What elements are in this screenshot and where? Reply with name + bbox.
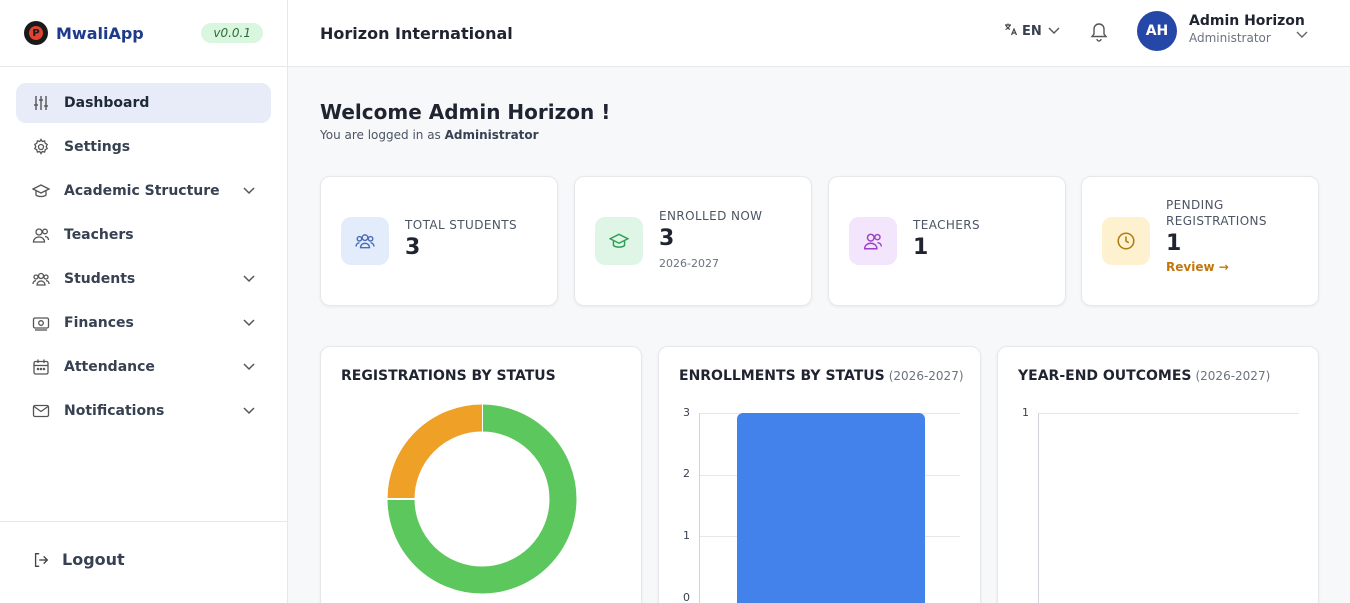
y-tick-label: 1 (1022, 406, 1029, 419)
chevron-down-icon (243, 315, 255, 331)
chevron-down-icon (243, 271, 255, 287)
users-icon (849, 217, 897, 265)
stat-value: 1 (1166, 231, 1182, 256)
user-menu[interactable]: Admin Horizon Administrator (1189, 13, 1305, 45)
login-status: You are logged in as Administrator (320, 128, 539, 142)
page-title: Welcome Admin Horizon ! (320, 100, 611, 124)
sidebar-item-label: Attendance (64, 359, 155, 375)
chevron-down-icon[interactable] (1296, 24, 1308, 43)
chevron-down-icon (243, 403, 255, 419)
enrollment-bar (737, 413, 925, 603)
registrations-donut-chart (387, 404, 577, 594)
stat-value: 3 (659, 226, 675, 251)
sidebar-item-label: Teachers (64, 227, 134, 243)
stat-label: TOTAL STUDENTS (405, 218, 517, 232)
money-icon (32, 314, 50, 332)
gridline (1038, 413, 1299, 414)
stat-label-line2: REGISTRATIONS (1166, 214, 1267, 228)
stat-card-total-students: TOTAL STUDENTS 3 (320, 176, 558, 306)
sidebar-item-label: Students (64, 271, 136, 287)
sidebar-item-notifications[interactable]: Notifications (16, 391, 271, 431)
logout-button[interactable]: Logout (32, 550, 125, 569)
y-tick-label: 3 (683, 406, 690, 419)
graduation-cap-icon (595, 217, 643, 265)
bell-icon[interactable] (1090, 22, 1108, 46)
card-title-text: YEAR-END OUTCOMES (1018, 368, 1192, 384)
sidebar-item-settings[interactable]: Settings (16, 127, 271, 167)
stat-label: ENROLLED NOW (659, 209, 763, 223)
gear-icon (32, 138, 50, 156)
stat-card-pending-registrations: PENDING REGISTRATIONS 1 Review → (1081, 176, 1319, 306)
sliders-icon (32, 94, 50, 112)
app-logo-icon: P (24, 21, 48, 45)
language-code: EN (1022, 23, 1042, 39)
y-tick-label: 0 (683, 591, 690, 603)
card-title-year: (2026-2027) (1195, 369, 1271, 383)
mail-icon (32, 402, 50, 420)
clock-icon (1102, 217, 1150, 265)
app-name[interactable]: MwaliApp (56, 23, 144, 43)
graduation-cap-icon (32, 182, 50, 200)
sidebar-item-label: Dashboard (64, 95, 150, 111)
donut-slice-1[interactable] (387, 404, 483, 500)
y-tick-label: 2 (683, 467, 690, 480)
card-title-text: REGISTRATIONS BY STATUS (341, 368, 556, 384)
sidebar-item-students[interactable]: Students (16, 259, 271, 299)
sidebar-item-finances[interactable]: Finances (16, 303, 271, 343)
sidebar-item-label: Academic Structure (64, 183, 220, 199)
organization-name: Horizon International (320, 23, 513, 43)
brand: P MwaliApp v0.0.1 (0, 0, 287, 67)
sidebar-item-label: Finances (64, 315, 134, 331)
language-selector[interactable]: EN (1004, 22, 1060, 40)
logout-icon (32, 551, 50, 569)
stat-subtext: 2026-2027 (659, 257, 719, 270)
stat-value: 3 (405, 235, 421, 260)
students-icon (32, 270, 50, 288)
card-year-end-outcomes: YEAR-END OUTCOMES (2026-2027) 1 (997, 346, 1319, 603)
students-icon (341, 217, 389, 265)
avatar[interactable]: AH (1137, 11, 1177, 51)
login-status-prefix: You are logged in as (320, 128, 441, 142)
chevron-down-icon (243, 183, 255, 199)
donut-slice-0[interactable] (387, 404, 577, 594)
review-link[interactable]: Review → (1166, 260, 1229, 274)
card-title: ENROLLMENTS BY STATUS (2026-2027) (679, 368, 964, 384)
stat-label: TEACHERS (913, 218, 981, 232)
sidebar: P MwaliApp v0.0.1 Dashboard Settings Aca… (0, 0, 288, 603)
chevron-down-icon (243, 359, 255, 375)
sidebar-item-teachers[interactable]: Teachers (16, 215, 271, 255)
y-axis-line (1038, 413, 1039, 603)
y-tick-label: 1 (683, 529, 690, 542)
top-header: Horizon International EN AH Admin Horizo… (288, 0, 1350, 67)
chevron-down-icon (1048, 24, 1060, 39)
sidebar-nav: Dashboard Settings Academic Structure Te… (0, 67, 287, 431)
sidebar-item-label: Notifications (64, 403, 165, 419)
sidebar-item-label: Settings (64, 139, 131, 155)
user-role: Administrator (1189, 31, 1271, 45)
stat-value: 1 (913, 235, 929, 260)
stat-card-enrolled-now: ENROLLED NOW 3 2026-2027 (574, 176, 812, 306)
user-name: Admin Horizon (1189, 13, 1305, 29)
translate-icon (1004, 22, 1018, 40)
stat-label-line1: PENDING (1166, 198, 1224, 212)
logout-label: Logout (62, 550, 125, 569)
card-registrations-by-status: REGISTRATIONS BY STATUS (320, 346, 642, 603)
card-title: REGISTRATIONS BY STATUS (341, 368, 556, 384)
version-badge: v0.0.1 (201, 23, 263, 43)
calendar-icon (32, 358, 50, 376)
card-title-text: ENROLLMENTS BY STATUS (679, 368, 885, 384)
sidebar-item-academic-structure[interactable]: Academic Structure (16, 171, 271, 211)
card-title: YEAR-END OUTCOMES (2026-2027) (1018, 368, 1270, 384)
sidebar-item-attendance[interactable]: Attendance (16, 347, 271, 387)
users-icon (32, 226, 50, 244)
card-enrollments-by-status: ENROLLMENTS BY STATUS (2026-2027) 3 2 1 0 (658, 346, 981, 603)
sidebar-footer: Logout (0, 521, 287, 603)
sidebar-item-dashboard[interactable]: Dashboard (16, 83, 271, 123)
card-title-year: (2026-2027) (888, 369, 964, 383)
y-axis-line (699, 413, 700, 603)
login-status-role: Administrator (444, 128, 539, 142)
stat-card-teachers: TEACHERS 1 (828, 176, 1066, 306)
